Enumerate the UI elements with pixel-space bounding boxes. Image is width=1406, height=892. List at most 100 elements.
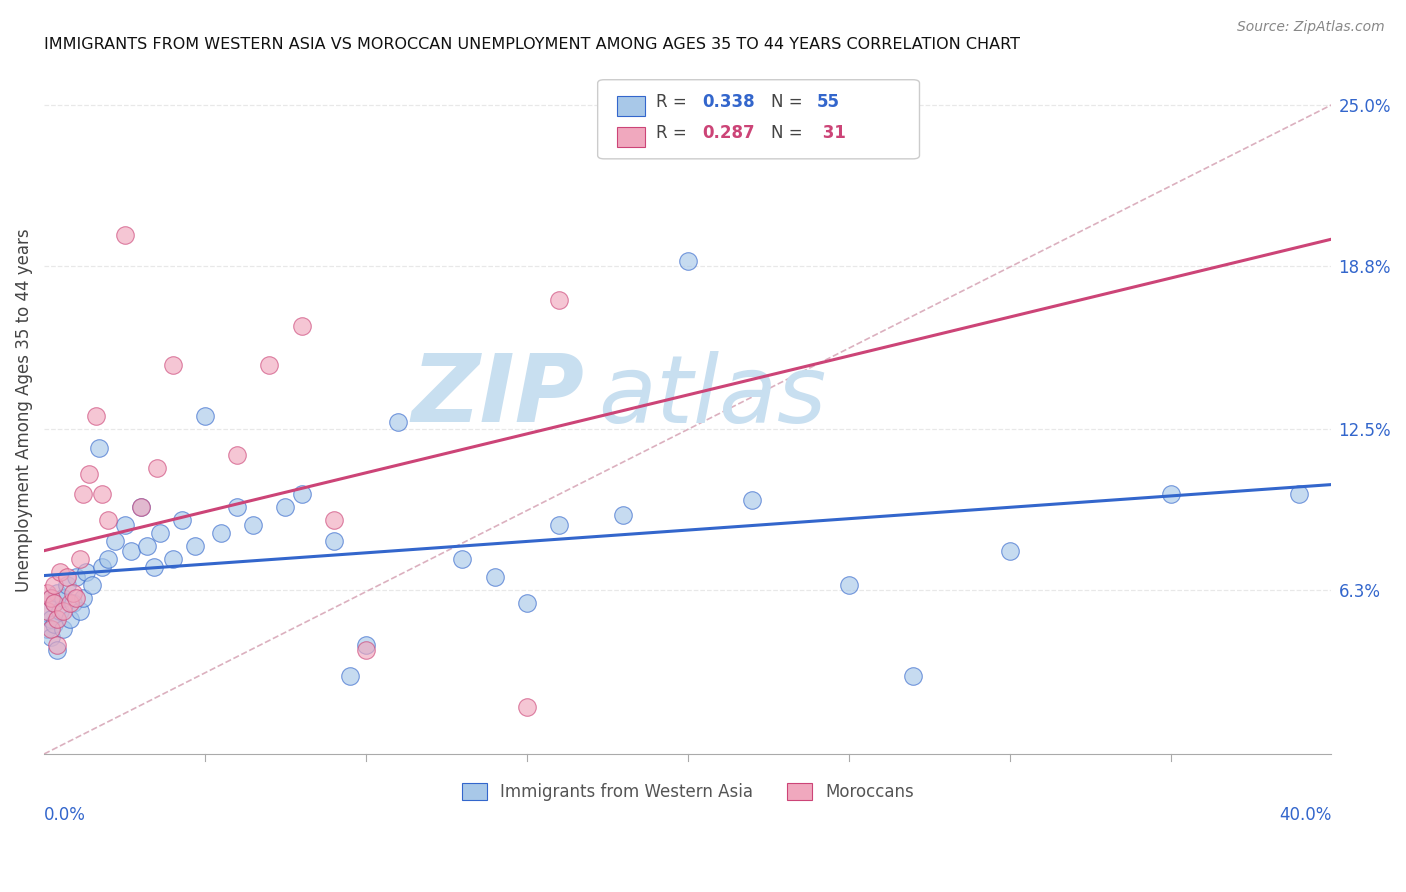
Point [55, 570, 77, 584]
Point [84, 409, 107, 424]
Point [42, 578, 65, 592]
Text: ZIP: ZIP [412, 351, 585, 442]
Point [49, 604, 72, 618]
Point [354, 638, 377, 652]
Point [838, 578, 860, 592]
Point [274, 500, 297, 515]
Text: R =: R = [655, 94, 692, 112]
Point [114, 227, 136, 242]
Point [451, 552, 474, 566]
Point [242, 518, 264, 533]
Text: 0.0%: 0.0% [44, 805, 86, 823]
Point [39, 630, 62, 644]
Point [290, 487, 312, 501]
Text: atlas: atlas [598, 351, 825, 442]
Point [72, 591, 94, 606]
Text: 0.287: 0.287 [702, 124, 755, 143]
Point [52, 623, 75, 637]
Point [49, 566, 72, 580]
Point [548, 518, 571, 533]
Point [97, 513, 120, 527]
Point [145, 461, 167, 475]
Bar [617, 127, 645, 147]
Point [39, 591, 62, 606]
Point [548, 293, 571, 307]
Text: 55: 55 [817, 94, 839, 112]
Point [136, 539, 159, 553]
Point [339, 669, 361, 683]
Point [69, 604, 91, 618]
Point [42, 617, 65, 632]
Point [55, 578, 77, 592]
FancyBboxPatch shape [598, 79, 920, 159]
Point [65, 570, 87, 584]
Point [75, 566, 97, 580]
Point [901, 669, 924, 683]
Point [91, 560, 114, 574]
Point [129, 500, 152, 515]
Point [184, 539, 207, 553]
Text: N =: N = [772, 124, 808, 143]
Legend: Immigrants from Western Asia, Moroccans: Immigrants from Western Asia, Moroccans [456, 776, 921, 807]
Point [59, 596, 82, 610]
Point [226, 500, 249, 515]
Point [62, 586, 84, 600]
Point [91, 487, 114, 501]
Text: 31: 31 [817, 124, 845, 143]
Point [259, 358, 281, 372]
Point [741, 492, 763, 507]
Text: Source: ZipAtlas.com: Source: ZipAtlas.com [1237, 20, 1385, 34]
Point [72, 487, 94, 501]
Point [612, 508, 634, 522]
Text: 40.0%: 40.0% [1279, 805, 1331, 823]
Point [39, 623, 62, 637]
Point [46, 638, 69, 652]
Y-axis label: Unemployment Among Ages 35 to 44 years: Unemployment Among Ages 35 to 44 years [15, 228, 32, 591]
Point [162, 552, 184, 566]
Point [39, 591, 62, 606]
Point [129, 500, 152, 515]
Point [82, 578, 104, 592]
Point [516, 596, 538, 610]
Point [209, 526, 232, 541]
Point [42, 596, 65, 610]
Point [172, 513, 194, 527]
Point [59, 612, 82, 626]
Point [52, 591, 75, 606]
Point [37, 623, 59, 637]
Point [46, 586, 69, 600]
Point [114, 518, 136, 533]
Point [194, 409, 217, 424]
Text: 0.338: 0.338 [702, 94, 755, 112]
Text: N =: N = [772, 94, 808, 112]
Point [484, 570, 506, 584]
Point [104, 534, 127, 549]
Point [39, 612, 62, 626]
Point [46, 612, 69, 626]
Point [322, 513, 344, 527]
Bar [617, 95, 645, 116]
Point [162, 358, 184, 372]
Point [290, 318, 312, 333]
Point [354, 643, 377, 657]
Point [46, 643, 69, 657]
Text: IMMIGRANTS FROM WESTERN ASIA VS MOROCCAN UNEMPLOYMENT AMONG AGES 35 TO 44 YEARS : IMMIGRANTS FROM WESTERN ASIA VS MOROCCAN… [44, 37, 1021, 53]
Point [387, 415, 409, 429]
Point [87, 441, 110, 455]
Point [142, 560, 165, 574]
Point [62, 596, 84, 610]
Point [42, 596, 65, 610]
Point [1160, 487, 1182, 501]
Point [1288, 487, 1310, 501]
Point [120, 544, 142, 558]
Point [226, 449, 249, 463]
Text: R =: R = [655, 124, 692, 143]
Point [37, 586, 59, 600]
Point [149, 526, 172, 541]
Point [52, 604, 75, 618]
Point [516, 700, 538, 714]
Point [97, 552, 120, 566]
Point [65, 591, 87, 606]
Point [37, 604, 59, 618]
Point [998, 544, 1021, 558]
